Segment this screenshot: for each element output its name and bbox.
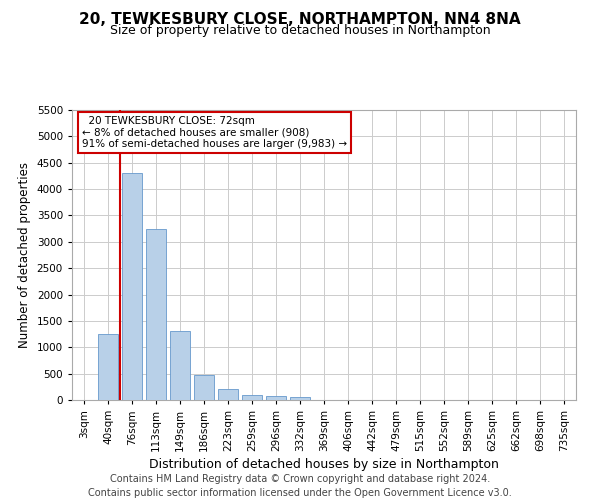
Bar (122, 174, 142, 400)
X-axis label: Distribution of detached houses by size in Northampton: Distribution of detached houses by size … (149, 458, 499, 471)
Bar (266, 396, 286, 400)
Bar (218, 390, 238, 400)
Text: 20, TEWKESBURY CLOSE, NORTHAMPTON, NN4 8NA: 20, TEWKESBURY CLOSE, NORTHAMPTON, NN4 8… (79, 12, 521, 28)
Y-axis label: Number of detached properties: Number of detached properties (18, 162, 31, 348)
Bar (146, 228, 166, 400)
Bar (194, 374, 214, 400)
Text: Contains HM Land Registry data © Crown copyright and database right 2024.
Contai: Contains HM Land Registry data © Crown c… (88, 474, 512, 498)
Bar (98, 334, 118, 400)
Bar (170, 332, 190, 400)
Text: 20 TEWKESBURY CLOSE: 72sqm  
← 8% of detached houses are smaller (908)
91% of se: 20 TEWKESBURY CLOSE: 72sqm ← 8% of detac… (82, 116, 347, 149)
Bar (242, 394, 262, 400)
Text: Size of property relative to detached houses in Northampton: Size of property relative to detached ho… (110, 24, 490, 37)
Bar (290, 397, 310, 400)
